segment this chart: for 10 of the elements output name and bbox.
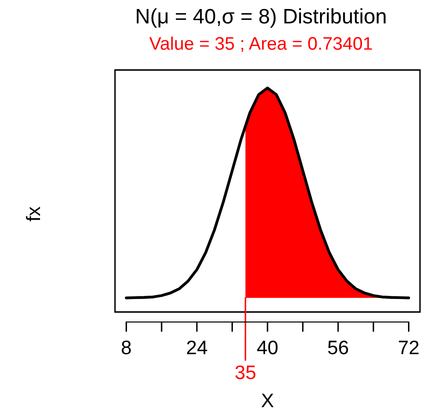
x-tick-label: 24 (187, 340, 208, 354)
x-tick-label: 40 (257, 340, 278, 354)
chart-subtitle: Value = 35 ; Area = 0.73401 (149, 36, 372, 52)
ref-line-label: 35 (235, 365, 256, 380)
x-tick-label: 72 (398, 340, 419, 354)
x-tick-label: 8 (122, 340, 131, 354)
x-axis-title: X (261, 394, 274, 408)
y-axis-title: fx (26, 206, 40, 222)
x-tick-label: 56 (328, 340, 348, 354)
chart-title: N(μ = 40,σ = 8) Distribution (136, 8, 386, 28)
